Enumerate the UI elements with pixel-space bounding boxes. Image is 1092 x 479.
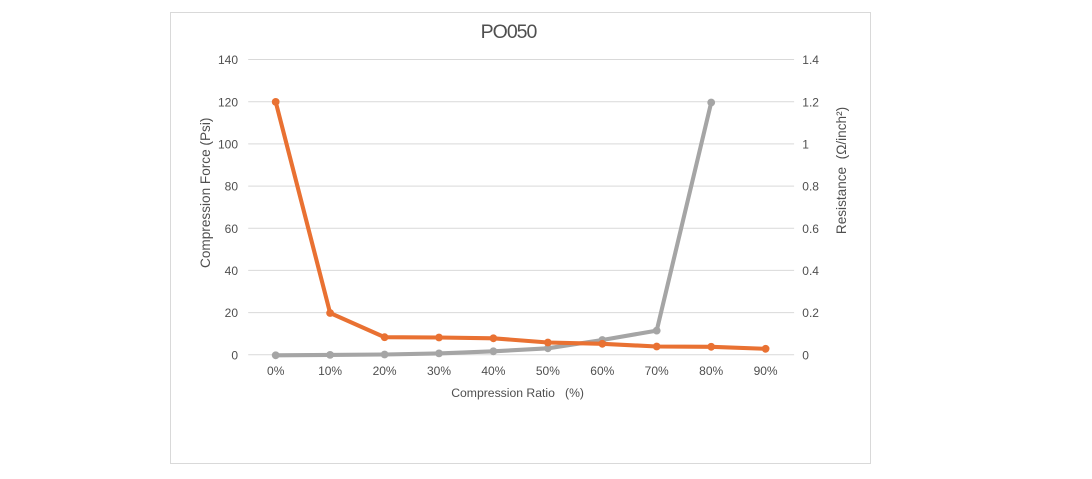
svg-text:40%: 40% <box>481 364 505 378</box>
svg-text:30%: 30% <box>427 364 451 378</box>
svg-text:0.4: 0.4 <box>802 264 819 278</box>
svg-text:0: 0 <box>802 348 809 362</box>
svg-text:0: 0 <box>231 348 238 362</box>
svg-text:Compression Ratio (%): Compression Ratio (%) <box>451 386 584 400</box>
svg-text:1.4: 1.4 <box>802 53 819 67</box>
svg-text:0%: 0% <box>267 364 285 378</box>
svg-text:80: 80 <box>225 180 239 194</box>
svg-text:90%: 90% <box>754 364 778 378</box>
svg-text:20%: 20% <box>373 364 397 378</box>
svg-text:0.6: 0.6 <box>802 222 819 236</box>
svg-text:0.8: 0.8 <box>802 180 819 194</box>
svg-text:20: 20 <box>225 306 239 320</box>
svg-text:60%: 60% <box>590 364 614 378</box>
svg-text:Compression Force (Psi): Compression Force (Psi) <box>198 118 213 268</box>
svg-text:1: 1 <box>802 138 809 152</box>
svg-text:10%: 10% <box>318 364 342 378</box>
svg-text:1.2: 1.2 <box>802 95 819 109</box>
svg-text:60: 60 <box>225 222 239 236</box>
svg-text:100: 100 <box>218 138 238 152</box>
svg-text:70%: 70% <box>645 364 669 378</box>
svg-text:50%: 50% <box>536 364 560 378</box>
svg-text:Resistance (Ω/inch²): Resistance (Ω/inch²) <box>834 107 849 234</box>
svg-text:0.2: 0.2 <box>802 306 819 320</box>
svg-text:140: 140 <box>218 53 238 67</box>
svg-text:80%: 80% <box>699 364 723 378</box>
svg-text:120: 120 <box>218 95 238 109</box>
svg-text:40: 40 <box>225 264 239 278</box>
svg-text:PO050: PO050 <box>481 21 538 43</box>
